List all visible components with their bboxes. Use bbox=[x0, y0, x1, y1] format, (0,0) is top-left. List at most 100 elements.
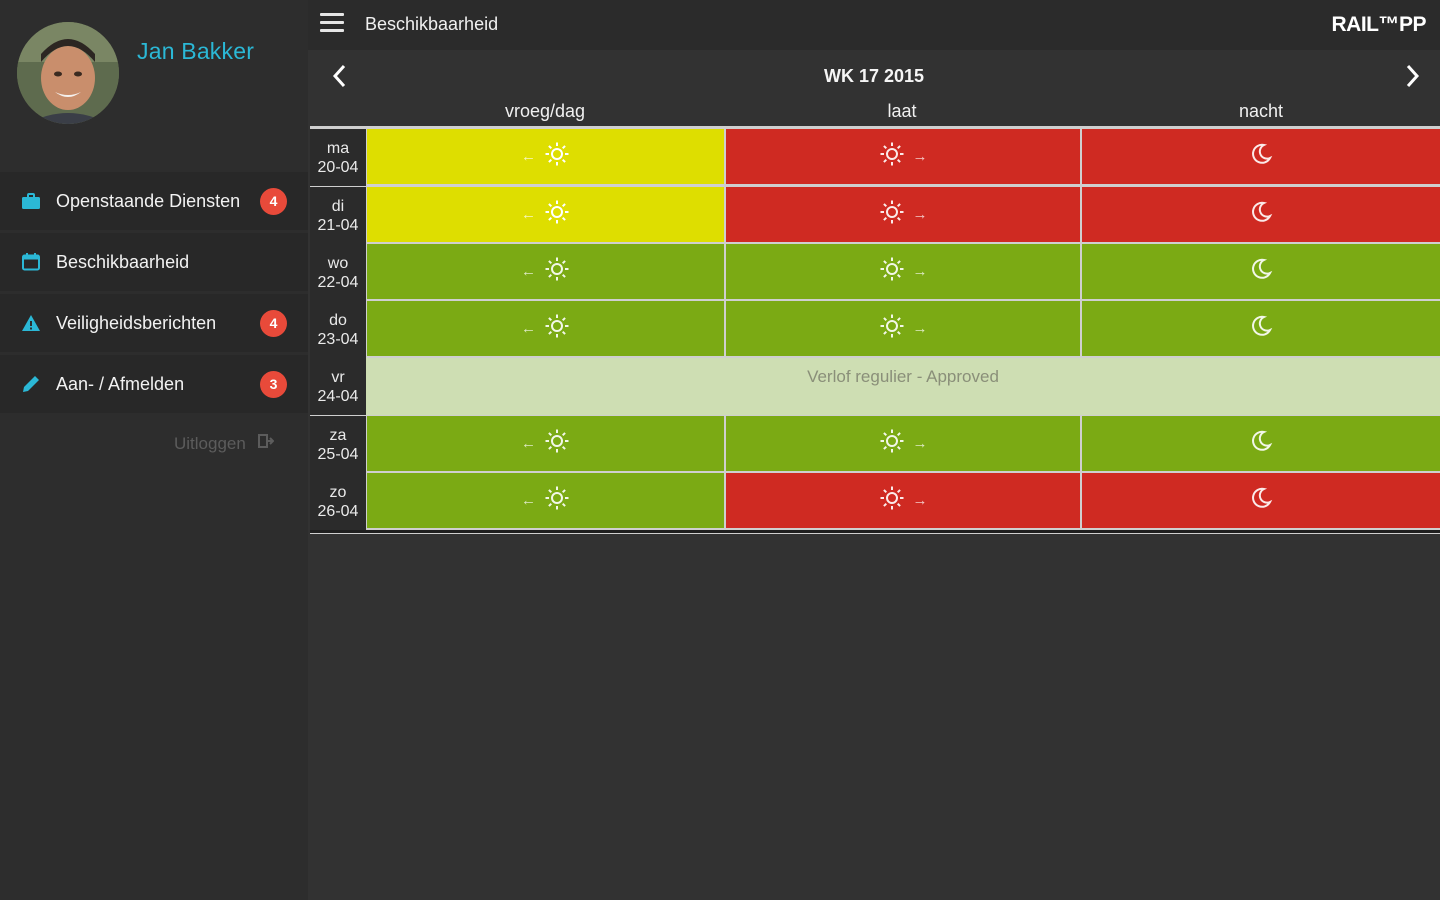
sidebar-item-veiligheidsberichten[interactable]: Veiligheidsberichten 4 bbox=[0, 294, 308, 352]
sidebar-item-label: Veiligheidsberichten bbox=[56, 312, 217, 333]
sun-icon bbox=[544, 428, 570, 459]
arrow-left-icon: ← bbox=[521, 320, 536, 337]
shift-slot-early[interactable]: ← bbox=[367, 244, 724, 299]
shift-slot-late[interactable]: → bbox=[726, 301, 1080, 356]
logout-button[interactable]: Uitloggen bbox=[174, 433, 275, 454]
day-cell: di 21-04 bbox=[310, 187, 366, 244]
arrow-right-icon: → bbox=[912, 206, 928, 223]
briefcase-icon bbox=[20, 190, 42, 212]
shift-slot-late[interactable]: → bbox=[726, 416, 1080, 471]
week-label: WK 17 2015 bbox=[823, 66, 925, 86]
warning-icon bbox=[20, 312, 42, 334]
day-cell: vr 24-04 bbox=[310, 358, 366, 415]
shift-slot-night[interactable] bbox=[1082, 244, 1440, 299]
shift-slot-early[interactable]: ← bbox=[367, 129, 724, 184]
day-row: do 23-04 ← → bbox=[310, 301, 1440, 358]
pencil-icon bbox=[20, 373, 42, 395]
sun-icon bbox=[879, 141, 905, 172]
day-name: zo bbox=[329, 483, 347, 501]
moon-icon bbox=[1249, 142, 1273, 171]
day-row: zo 26-04 ← → bbox=[310, 473, 1440, 530]
sun-icon bbox=[544, 485, 570, 516]
column-header-vroeg-dag: vroeg/dag bbox=[504, 101, 586, 121]
day-cell: wo 22-04 bbox=[310, 244, 366, 301]
day-name: za bbox=[329, 426, 347, 444]
moon-icon bbox=[1249, 257, 1273, 286]
sun-icon bbox=[879, 199, 905, 230]
arrow-left-icon: ← bbox=[521, 492, 536, 509]
moon-icon bbox=[1249, 314, 1273, 343]
shift-slot-late[interactable]: → bbox=[726, 187, 1080, 242]
sun-icon bbox=[544, 256, 570, 287]
grid-divider bbox=[310, 530, 1440, 533]
day-name: do bbox=[329, 311, 347, 329]
day-name: ma bbox=[326, 139, 350, 157]
sidebar-item-openstaande-diensten[interactable]: Openstaande Diensten 4 bbox=[0, 172, 308, 230]
shift-slot-early[interactable]: ← bbox=[367, 301, 724, 356]
moon-icon bbox=[1249, 200, 1273, 229]
day-date: 24-04 bbox=[317, 387, 359, 405]
avatar[interactable] bbox=[17, 22, 119, 124]
day-date: 21-04 bbox=[317, 216, 359, 234]
arrow-right-icon: → bbox=[912, 148, 928, 165]
day-cell: do 23-04 bbox=[310, 301, 366, 358]
shift-slot-night[interactable] bbox=[1082, 301, 1440, 356]
day-cell: za 25-04 bbox=[310, 416, 366, 473]
arrow-left-icon: ← bbox=[521, 206, 536, 223]
shift-slot-early[interactable]: ← bbox=[367, 416, 724, 471]
chevron-left-icon[interactable] bbox=[326, 62, 354, 90]
shift-slot-late[interactable]: → bbox=[726, 473, 1080, 528]
notification-badge: 4 bbox=[260, 309, 287, 337]
sidebar-item-label: Openstaande Diensten bbox=[56, 190, 241, 211]
shift-slot-night[interactable] bbox=[1082, 129, 1440, 184]
notification-badge: 3 bbox=[260, 370, 287, 398]
sun-icon bbox=[879, 428, 905, 459]
availability-grid: ma 20-04 ← → di 21-04 ← → wo 22-04 ← → do 23-04 ← → vr 24… bbox=[310, 126, 1440, 534]
arrow-left-icon: ← bbox=[521, 263, 536, 280]
column-header-laat: laat bbox=[887, 101, 917, 121]
shift-slot-early[interactable]: ← bbox=[367, 473, 724, 528]
day-name: vr bbox=[331, 368, 345, 386]
leave-cell[interactable]: Verlof regulier - Approved bbox=[366, 358, 1440, 415]
sidebar-item-beschikbaarheid[interactable]: Beschikbaarheid bbox=[0, 233, 308, 291]
brand-logo: RAIL™PP bbox=[1331, 13, 1426, 36]
menu-icon[interactable] bbox=[320, 13, 344, 35]
shift-slot-night[interactable] bbox=[1082, 416, 1440, 471]
day-cell: ma 20-04 bbox=[310, 129, 366, 186]
shift-slot-early[interactable]: ← bbox=[367, 187, 724, 242]
logout-label: Uitloggen bbox=[174, 433, 246, 453]
sun-icon bbox=[544, 199, 570, 230]
shift-slot-late[interactable]: → bbox=[726, 129, 1080, 184]
day-cell: zo 26-04 bbox=[310, 473, 366, 530]
arrow-right-icon: → bbox=[912, 492, 928, 509]
profile-header: Jan Bakker bbox=[0, 0, 308, 172]
sun-icon bbox=[544, 141, 570, 172]
day-date: 25-04 bbox=[317, 445, 359, 463]
leave-status: Verlof regulier - Approved bbox=[807, 367, 999, 386]
sun-icon bbox=[544, 313, 570, 344]
moon-icon bbox=[1249, 429, 1273, 458]
arrow-left-icon: ← bbox=[521, 435, 536, 452]
day-date: 26-04 bbox=[317, 502, 359, 520]
sun-icon bbox=[879, 256, 905, 287]
sidebar-item-aan-afmelden[interactable]: Aan- / Afmelden 3 bbox=[0, 355, 308, 413]
day-row: ma 20-04 ← → bbox=[310, 129, 1440, 186]
app-bar: Beschikbaarheid RAIL™PP bbox=[308, 0, 1440, 50]
day-name: di bbox=[331, 197, 345, 215]
column-header-nacht: nacht bbox=[1238, 101, 1284, 121]
shift-slot-night[interactable] bbox=[1082, 187, 1440, 242]
calendar-icon bbox=[20, 251, 42, 273]
sun-icon bbox=[879, 313, 905, 344]
sun-icon bbox=[879, 485, 905, 516]
day-row: za 25-04 ← → bbox=[310, 416, 1440, 473]
page-title: Beschikbaarheid bbox=[365, 14, 499, 34]
day-date: 23-04 bbox=[317, 330, 359, 348]
day-date: 22-04 bbox=[317, 273, 359, 291]
day-row: di 21-04 ← → bbox=[310, 187, 1440, 244]
shift-slot-night[interactable] bbox=[1082, 473, 1440, 528]
chevron-right-icon[interactable] bbox=[1398, 62, 1426, 90]
sidebar-item-label: Beschikbaarheid bbox=[56, 251, 190, 272]
shift-slot-late[interactable]: → bbox=[726, 244, 1080, 299]
moon-icon bbox=[1249, 486, 1273, 515]
sidebar-item-label: Aan- / Afmelden bbox=[56, 373, 185, 394]
